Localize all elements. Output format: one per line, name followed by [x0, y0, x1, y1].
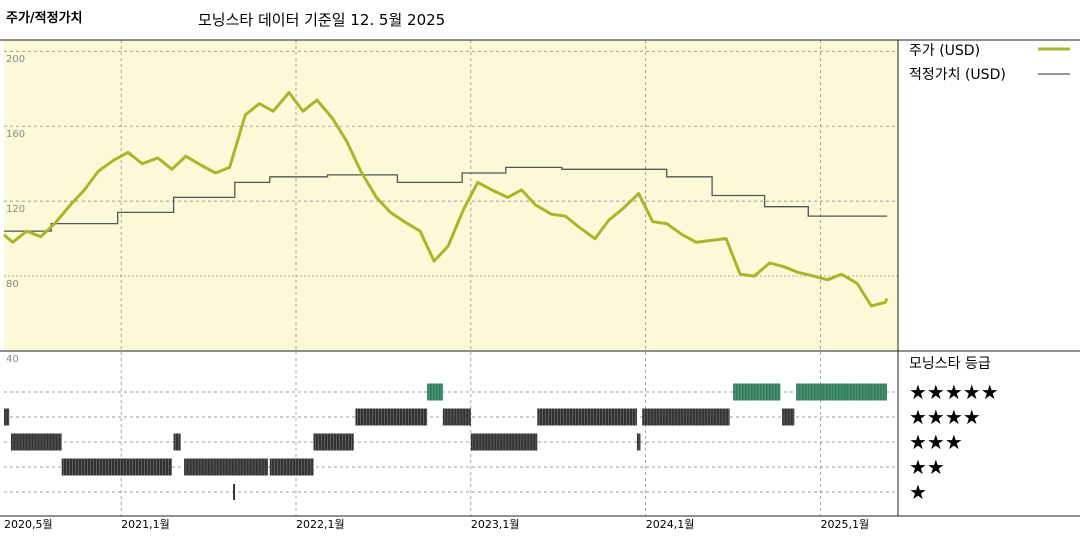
rating-bar-3-star [173, 433, 181, 451]
x-tick-label: 2025,1월 [821, 518, 870, 531]
x-tick-label: 2020,5월 [4, 518, 53, 531]
data-date-subtitle: 모닝스타 데이터 기준일 12. 5월 2025 [198, 11, 446, 29]
rating-bar-3-star [313, 433, 354, 451]
rating-bar-3-star [10, 433, 62, 451]
rating-bar-4-star [355, 408, 428, 426]
x-tick-label: 2024,1월 [646, 518, 695, 531]
chart-title: 주가/적정가치 [6, 11, 83, 26]
rating-bars [4, 383, 887, 500]
price-line [3, 91, 889, 308]
y-tick-label: 80 [6, 279, 19, 290]
x-tick-label: 2021,1월 [121, 518, 170, 531]
rating-bar-5-star [427, 383, 443, 401]
rating-label-5-star: ★★★★★ [909, 380, 999, 404]
y-axis-tick-labels: 40 80 120 160 200 [6, 54, 25, 365]
rating-bar-4-star [442, 408, 471, 426]
rating-plot-background [4, 351, 898, 516]
x-tick-label: 2023,1월 [471, 518, 520, 531]
legend-fair-label: 적정가치 (USD) [909, 67, 1006, 83]
rating-label-4-star: ★★★★ [909, 405, 981, 429]
rating-bar-4-star [642, 408, 730, 426]
rating-bar-2-star [184, 458, 269, 476]
legend-price-label: 주가 (USD) [909, 43, 980, 59]
rating-bar-2-star [61, 458, 172, 476]
rating-bar-2-star [269, 458, 314, 476]
x-tick-label: 2022,1월 [296, 518, 345, 531]
fair-value-line [4, 166, 887, 232]
rating-bar-3-star [470, 433, 538, 451]
rating-label-2-star: ★★ [909, 455, 945, 479]
rating-star-labels: ★★★★★★★★★★★★★★★ [909, 380, 999, 504]
rating-label-3-star: ★★★ [909, 430, 963, 454]
y-tick-label: 200 [6, 54, 25, 65]
y-tick-label: 40 [6, 354, 19, 365]
rating-bar-4-star [4, 408, 10, 426]
rating-bar-4-star [782, 408, 795, 426]
rating-bar-5-star [733, 383, 781, 401]
rating-bar-3-star [636, 433, 641, 451]
rating-bar-1-star [233, 484, 236, 500]
rating-label-1-star: ★ [909, 480, 927, 504]
rating-bar-5-star [796, 383, 887, 401]
y-tick-label: 120 [6, 204, 25, 215]
rating-bar-4-star [537, 408, 637, 426]
y-tick-label: 160 [6, 129, 25, 140]
rating-legend-title: 모닝스타 등급 [909, 356, 991, 372]
x-axis-tick-labels: 2020,5월 2021,1월 2022,1월 2023,1월 2024,1월 2025,… [4, 518, 869, 531]
